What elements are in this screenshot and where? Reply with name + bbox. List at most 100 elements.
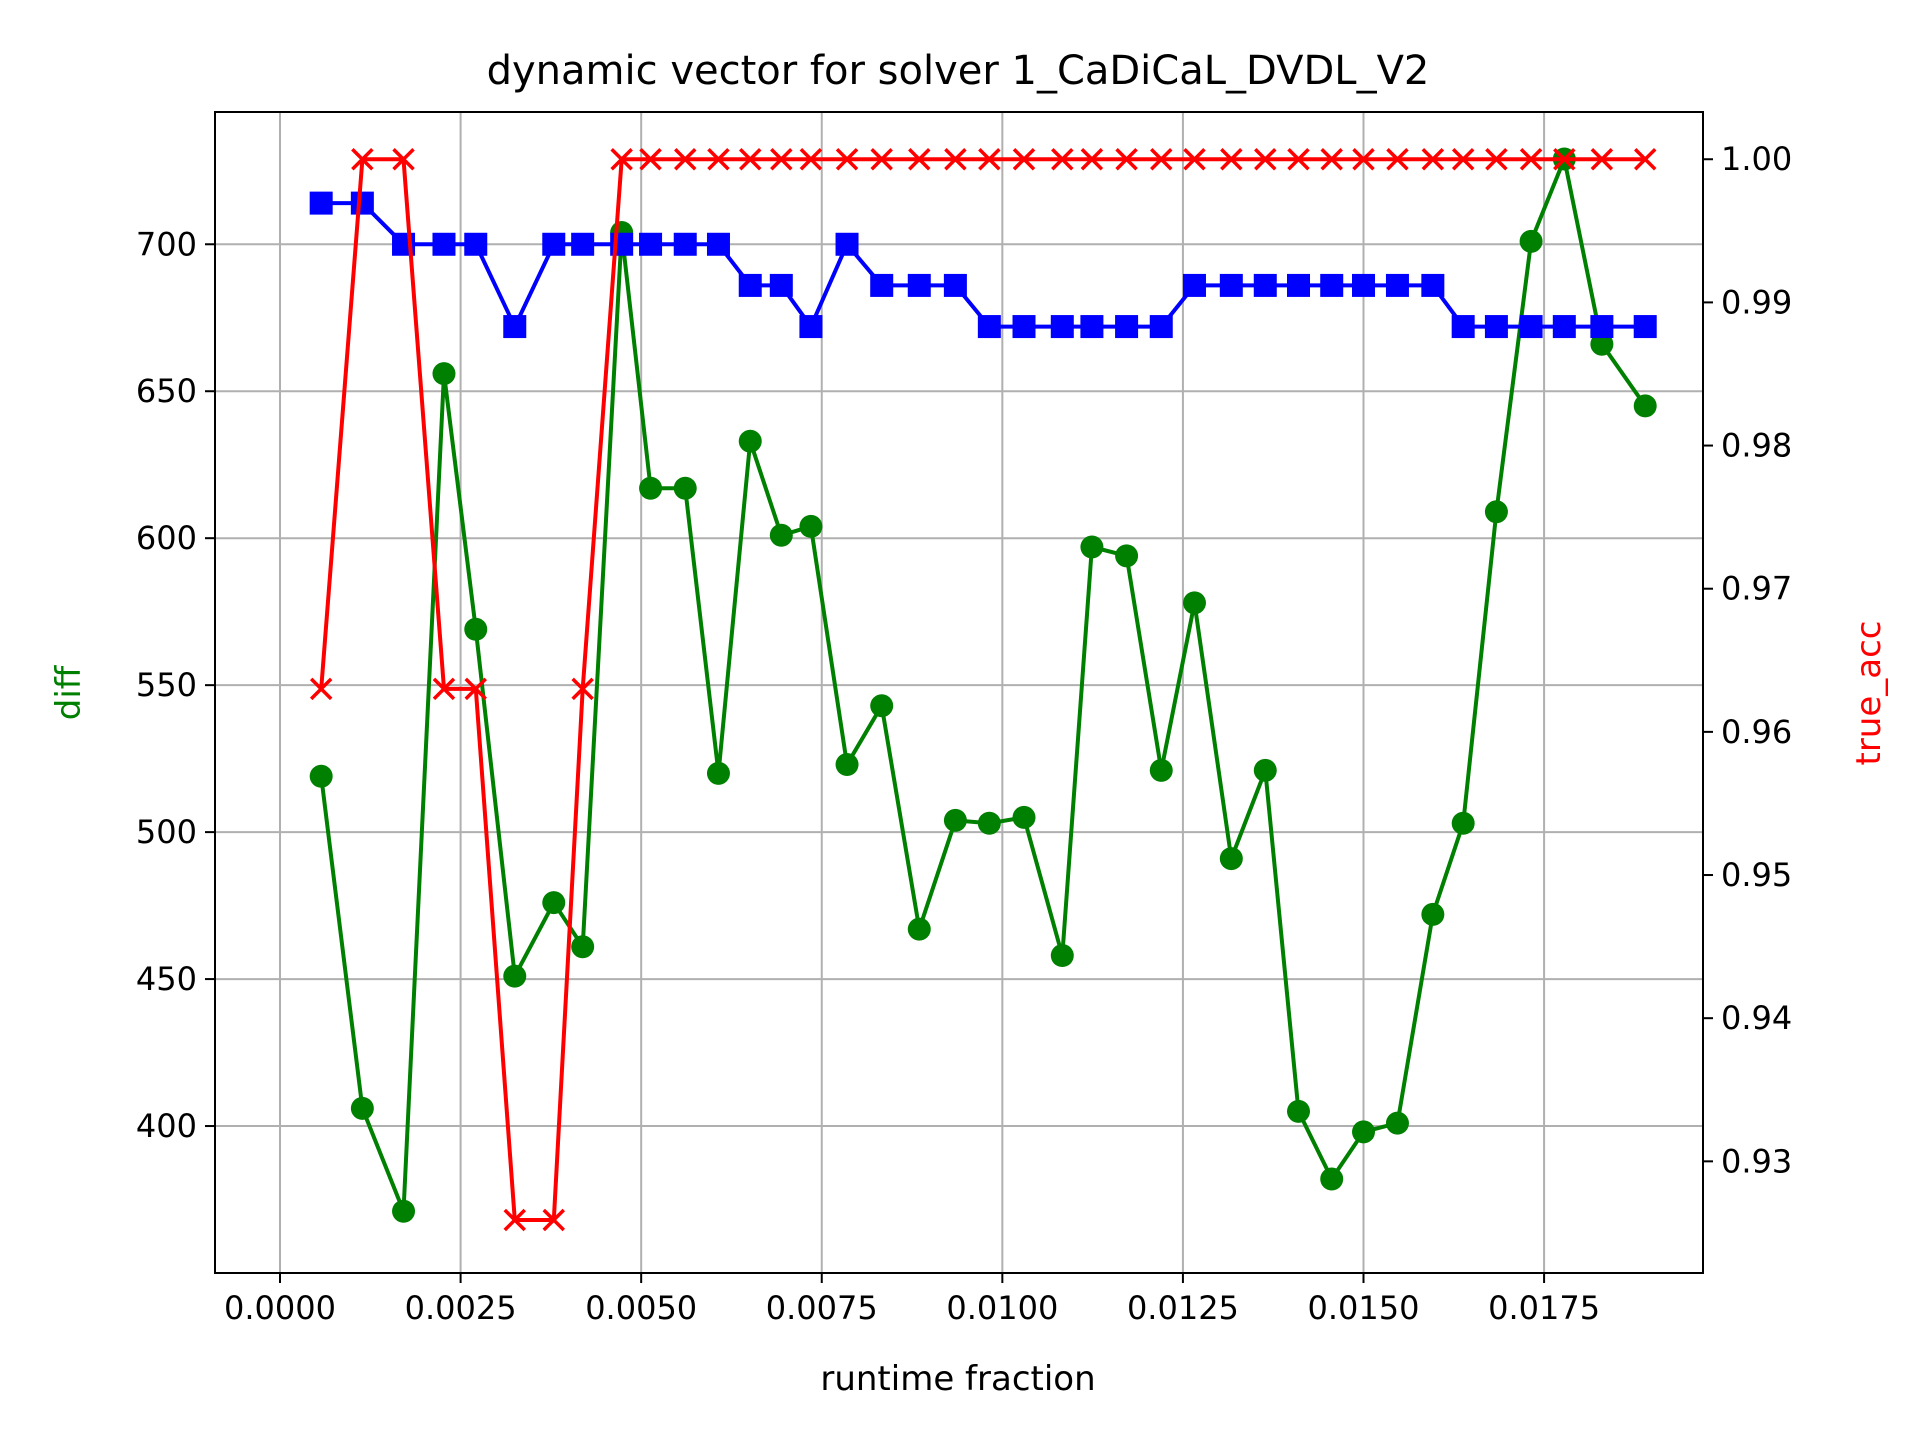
data-point xyxy=(571,232,595,256)
data-point xyxy=(1115,148,1138,171)
data-point xyxy=(1012,148,1036,171)
data-point xyxy=(1385,1111,1409,1135)
data-point xyxy=(977,811,1001,835)
x-axis-label: runtime fraction xyxy=(820,1359,1095,1399)
y-left-tick-label: 700 xyxy=(136,225,197,263)
y-left-tick-label: 650 xyxy=(136,372,197,410)
data-point xyxy=(1590,332,1614,356)
data-point xyxy=(799,148,823,171)
data-point xyxy=(1485,148,1508,171)
series-1 xyxy=(309,191,1657,339)
data-point xyxy=(1519,229,1543,253)
data-point xyxy=(943,808,967,832)
y-axis-right-label: true_acc xyxy=(1849,621,1889,766)
data-point xyxy=(706,761,730,785)
data-point xyxy=(739,148,762,171)
data-point xyxy=(1286,1099,1310,1123)
data-point xyxy=(1253,273,1277,297)
data-point xyxy=(1421,273,1445,297)
x-tick-label: 0.0125 xyxy=(1127,1289,1239,1327)
data-point xyxy=(907,273,931,297)
x-tick-label: 0.0025 xyxy=(405,1289,517,1327)
data-point xyxy=(392,1199,416,1223)
data-point xyxy=(1352,273,1376,297)
data-point xyxy=(770,148,793,171)
data-point xyxy=(1080,148,1104,171)
data-point xyxy=(1050,315,1074,339)
data-point xyxy=(610,148,633,171)
data-point xyxy=(977,315,1001,339)
data-point xyxy=(673,232,697,256)
data-point xyxy=(351,148,374,171)
data-point xyxy=(432,232,456,256)
data-point xyxy=(1633,315,1657,339)
x-tick-label: 0.0075 xyxy=(766,1289,878,1327)
data-point xyxy=(835,148,859,171)
plot-frame xyxy=(214,111,1704,1274)
data-point xyxy=(1115,315,1139,339)
data-point xyxy=(673,476,697,500)
data-point xyxy=(1451,315,1475,339)
series-layer xyxy=(309,147,1657,1232)
data-point xyxy=(503,1208,527,1232)
data-point xyxy=(799,315,823,339)
data-point xyxy=(1012,315,1036,339)
y-right-tick-label: 0.97 xyxy=(1721,570,1792,608)
data-point xyxy=(1080,315,1104,339)
data-point xyxy=(1183,148,1206,171)
data-point xyxy=(639,232,663,256)
data-point xyxy=(1590,315,1614,339)
data-point xyxy=(350,1096,374,1120)
data-point xyxy=(835,753,859,777)
data-point xyxy=(309,677,333,701)
x-tick-label: 0.0150 xyxy=(1308,1289,1420,1327)
data-point xyxy=(1553,148,1576,171)
data-point xyxy=(1182,273,1206,297)
y-left-tick-label: 450 xyxy=(136,960,197,998)
y-right-tick-label: 0.96 xyxy=(1721,713,1792,751)
data-point xyxy=(769,273,793,297)
data-point xyxy=(738,429,762,453)
data-point xyxy=(1149,315,1173,339)
data-point xyxy=(432,362,456,386)
y-right-tick-label: 0.99 xyxy=(1721,283,1792,321)
data-point xyxy=(309,191,333,215)
data-point xyxy=(1385,273,1409,297)
data-point xyxy=(1287,148,1310,171)
series-0 xyxy=(309,147,1657,1223)
data-point xyxy=(1633,394,1657,418)
y-right-tick-label: 1.00 xyxy=(1721,140,1792,178)
data-point xyxy=(1320,273,1344,297)
x-tick-label: 0.0050 xyxy=(585,1289,697,1327)
data-point xyxy=(542,891,566,915)
y-left-tick-label: 500 xyxy=(136,813,197,851)
data-point xyxy=(870,694,894,718)
data-point xyxy=(503,315,527,339)
grid xyxy=(215,112,1703,1273)
data-point xyxy=(571,677,594,701)
data-point xyxy=(464,232,488,256)
data-point xyxy=(835,232,859,256)
y-right-tick-label: 0.94 xyxy=(1721,999,1792,1037)
data-point xyxy=(1552,315,1576,339)
data-point xyxy=(1421,902,1445,926)
data-point xyxy=(799,514,823,538)
x-tick-label: 0.0000 xyxy=(224,1289,336,1327)
data-point xyxy=(432,677,456,701)
data-point xyxy=(1320,1167,1344,1191)
data-point xyxy=(944,148,967,171)
data-point xyxy=(1220,148,1243,171)
y-left-tick-label: 600 xyxy=(136,519,197,557)
y-left-tick-label: 400 xyxy=(136,1107,197,1145)
y-right-tick-label: 0.95 xyxy=(1721,856,1792,894)
data-point xyxy=(309,764,333,788)
data-point xyxy=(738,273,762,297)
data-point xyxy=(870,148,893,171)
data-point xyxy=(1080,535,1104,559)
data-point xyxy=(1149,758,1173,782)
data-point xyxy=(978,148,1001,171)
data-point xyxy=(907,917,931,941)
y-axis-left-label: diff xyxy=(49,664,89,720)
